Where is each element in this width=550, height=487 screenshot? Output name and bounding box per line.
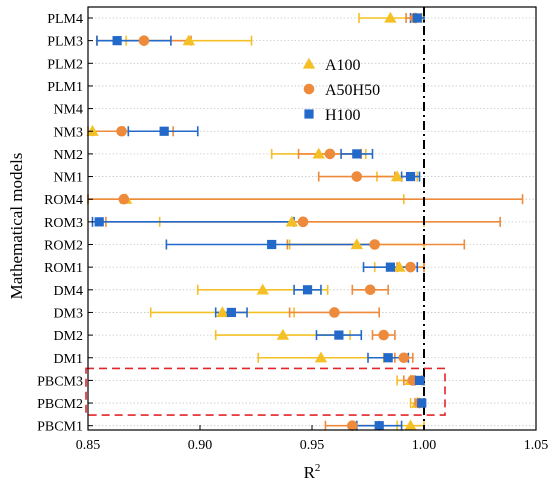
- y-tick-label: NM3: [53, 125, 83, 140]
- y-tick-label: PLM4: [47, 12, 83, 27]
- a100-point: [276, 328, 290, 340]
- y-tick-label: NM1: [53, 171, 83, 186]
- a100-point: [86, 125, 99, 136]
- x-axis-title: R2: [304, 462, 321, 482]
- legend-h100-label: H100: [325, 107, 361, 124]
- legend-h100-marker: [304, 109, 314, 119]
- y-tick-label: NM2: [53, 148, 83, 163]
- y-tick-label: PBCM1: [37, 420, 83, 435]
- y-tick-label: ROM3: [44, 216, 83, 231]
- h100-point: [383, 353, 393, 363]
- a100-point: [393, 260, 406, 272]
- a100-point: [182, 34, 195, 46]
- h100-point: [352, 149, 362, 159]
- a50h50-point: [138, 35, 150, 46]
- y-tick-label: PLM2: [47, 57, 83, 72]
- x-tick-label: 0.85: [76, 438, 101, 453]
- a100-point: [384, 11, 397, 23]
- y-tick-label: DM1: [53, 352, 83, 367]
- x-tick-label: 0.95: [300, 438, 325, 453]
- a50h50-point: [324, 148, 336, 160]
- y-tick-label: DM4: [53, 284, 83, 299]
- x-tick-label: 1.00: [412, 438, 437, 453]
- a100-point: [350, 238, 363, 250]
- a50h50-point: [297, 216, 309, 228]
- x-tick-label: 1.05: [524, 438, 549, 453]
- legend-a50h50-label: A50H50: [325, 82, 380, 99]
- h100-point: [302, 285, 313, 295]
- a100-point: [314, 351, 328, 363]
- a50h50-point: [116, 125, 127, 137]
- a50h50-point: [329, 307, 340, 318]
- y-tick-label: PBCM3: [37, 374, 83, 389]
- y-tick-label: NM4: [53, 103, 83, 118]
- y-tick-label: DM2: [53, 329, 83, 344]
- y-axis-title: Mathematical models: [7, 153, 26, 300]
- a100-point: [312, 147, 325, 159]
- y-tick-label: DM3: [53, 306, 83, 321]
- y-tick-label: ROM2: [44, 239, 83, 254]
- a100-point: [285, 215, 299, 227]
- h100-point: [385, 262, 395, 272]
- a50h50-point: [364, 284, 376, 296]
- legend-a100-marker: [302, 57, 316, 69]
- data-markers: [86, 11, 427, 432]
- y-tick-label: PLM1: [47, 80, 83, 95]
- h100-point: [412, 13, 422, 23]
- y-tick-label: ROM4: [44, 193, 83, 208]
- h100-point: [414, 375, 425, 385]
- h100-point: [159, 126, 169, 136]
- a100-point: [404, 419, 417, 431]
- h100-point: [267, 239, 277, 250]
- h100-point: [94, 217, 104, 227]
- h100-point: [374, 421, 384, 431]
- legend-a50h50-marker: [303, 83, 315, 95]
- plot-frame: [87, 6, 537, 431]
- h100-point: [112, 36, 122, 46]
- a100-point: [390, 170, 404, 182]
- a50h50-point: [347, 420, 358, 432]
- a50h50-point: [405, 261, 416, 273]
- y-tick-label: PLM3: [47, 35, 83, 50]
- a100-point: [256, 283, 269, 295]
- legend-a100-label: A100: [325, 57, 361, 74]
- h100-point: [334, 330, 344, 340]
- a50h50-point: [369, 239, 381, 250]
- axes: PLM4 PLM3 PLM2 PLM1 NM4 NM3 NM2 NM1 ROM4 ROM3 ROM2…: [37, 12, 548, 453]
- a100-point: [216, 306, 229, 318]
- a50h50-point: [378, 329, 389, 341]
- a50h50-point: [351, 171, 363, 182]
- a50h50-point: [118, 193, 130, 205]
- legend: A100 A50H50 H100: [302, 57, 380, 124]
- h100-point: [405, 171, 416, 182]
- h100-point: [417, 398, 427, 408]
- h100-point: [226, 307, 236, 318]
- a50h50-point: [398, 352, 410, 364]
- x-tick-label: 0.90: [188, 438, 213, 453]
- highlight-box: [85, 367, 446, 416]
- y-tick-label: ROM1: [44, 261, 83, 276]
- y-tick-label: PBCM2: [37, 397, 83, 412]
